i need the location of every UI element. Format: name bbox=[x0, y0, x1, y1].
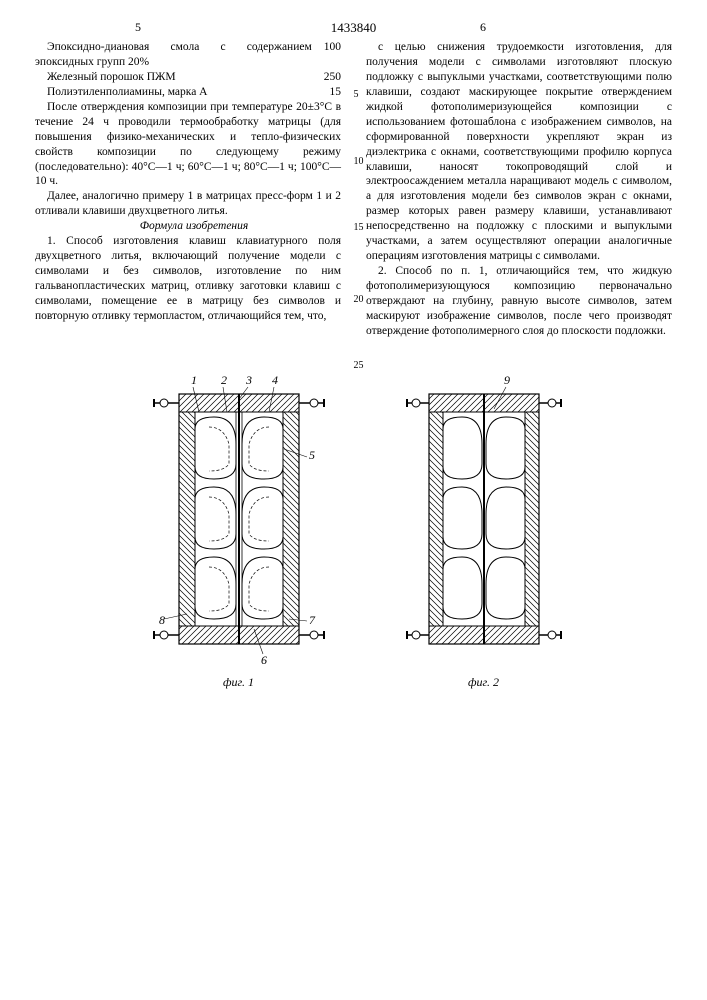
page-number-right: 6 bbox=[480, 20, 486, 35]
claim: 1. Способ изготовления клавиш клавиатурн… bbox=[35, 234, 341, 324]
fig-label-2: 2 bbox=[221, 373, 227, 387]
paragraph: Далее, аналогично примеру 1 в матрицах п… bbox=[35, 189, 341, 219]
comp-name: Железный порошок ПЖМ bbox=[35, 70, 312, 85]
formula-heading: Формула изобретения bbox=[35, 219, 341, 234]
figure-1: 1 2 3 4 5 6 7 8 фиг. 1 bbox=[139, 369, 339, 690]
fig-label-1: 1 bbox=[191, 373, 197, 387]
composition-row: Полиэтиленполиамины, марка А 15 bbox=[35, 85, 341, 100]
figure-1-svg: 1 2 3 4 5 6 7 8 bbox=[139, 369, 339, 669]
fig-label-9: 9 bbox=[504, 373, 510, 387]
claim: 2. Способ по п. 1, отличающийся тем, что… bbox=[366, 264, 672, 339]
figure-1-caption: фиг. 1 bbox=[139, 675, 339, 690]
fig-label-7: 7 bbox=[309, 613, 316, 627]
fig-label-8: 8 bbox=[159, 613, 165, 627]
page-number-left: 5 bbox=[135, 20, 141, 35]
text-columns: Эпоксидно-диановая смола с содержанием э… bbox=[0, 0, 707, 339]
fig-label-5: 5 bbox=[309, 448, 315, 462]
paragraph: с целью снижения трудоемкости изготовлен… bbox=[366, 40, 672, 264]
figures-row: 1 2 3 4 5 6 7 8 фиг. 1 bbox=[0, 369, 707, 690]
figure-2: 9 фиг. 2 bbox=[399, 369, 569, 690]
comp-value: 100 bbox=[312, 40, 341, 70]
figure-2-caption: фиг. 2 bbox=[399, 675, 569, 690]
composition-row: Железный порошок ПЖМ 250 bbox=[35, 70, 341, 85]
comp-value: 15 bbox=[318, 85, 342, 100]
fig-label-3: 3 bbox=[245, 373, 252, 387]
paragraph: После отверждения композиции при темпера… bbox=[35, 100, 341, 190]
document-number: 1433840 bbox=[331, 20, 377, 36]
figure-2-svg: 9 bbox=[399, 369, 569, 669]
fig-label-4: 4 bbox=[272, 373, 278, 387]
right-column: с целью снижения трудоемкости изготовлен… bbox=[366, 40, 672, 339]
comp-value: 250 bbox=[312, 70, 341, 85]
left-column: Эпоксидно-диановая смола с содержанием э… bbox=[35, 40, 341, 339]
composition-row: Эпоксидно-диановая смола с содержанием э… bbox=[35, 40, 341, 70]
fig-label-6: 6 bbox=[261, 653, 267, 667]
comp-name: Полиэтиленполиамины, марка А bbox=[35, 85, 318, 100]
comp-name: Эпоксидно-диановая смола с содержанием э… bbox=[35, 40, 312, 70]
